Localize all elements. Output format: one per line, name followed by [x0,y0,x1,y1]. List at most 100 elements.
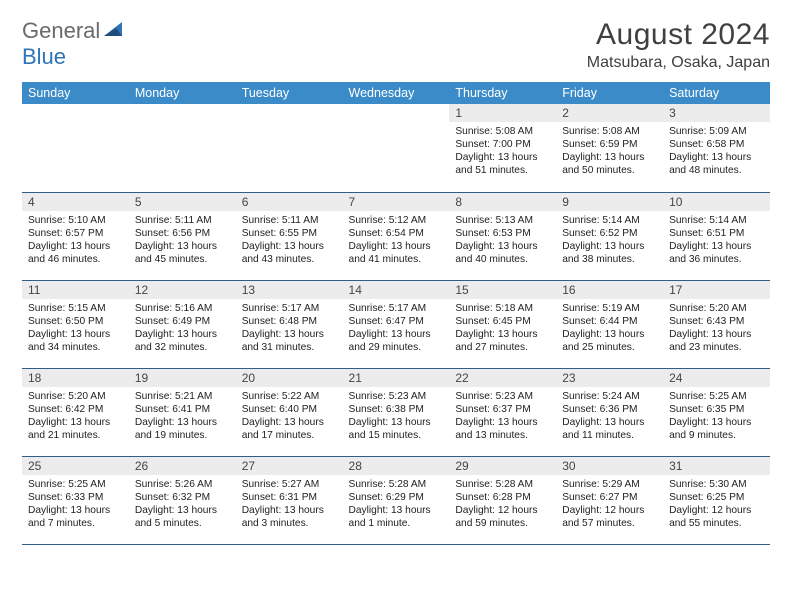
sunrise-text: Sunrise: 5:17 AM [349,302,444,315]
calendar-cell: 2Sunrise: 5:08 AMSunset: 6:59 PMDaylight… [556,104,663,192]
day-number [343,104,450,122]
daylight-text: Daylight: 13 hours and 36 minutes. [669,240,764,266]
sunrise-text: Sunrise: 5:26 AM [135,478,230,491]
sail-icon [102,18,124,43]
day-number: 26 [129,457,236,475]
sunrise-text: Sunrise: 5:21 AM [135,390,230,403]
calendar-cell: 8Sunrise: 5:13 AMSunset: 6:53 PMDaylight… [449,192,556,280]
sunrise-text: Sunrise: 5:18 AM [455,302,550,315]
title-block: August 2024 Matsubara, Osaka, Japan [587,18,770,72]
sunrise-text: Sunrise: 5:29 AM [562,478,657,491]
sunrise-text: Sunrise: 5:28 AM [455,478,550,491]
sunset-text: Sunset: 6:38 PM [349,403,444,416]
day-details: Sunrise: 5:20 AMSunset: 6:42 PMDaylight:… [22,387,129,446]
calendar-cell: 20Sunrise: 5:22 AMSunset: 6:40 PMDayligh… [236,368,343,456]
day-header: Tuesday [236,82,343,104]
header: General Blue August 2024 Matsubara, Osak… [22,18,770,72]
sunrise-text: Sunrise: 5:20 AM [28,390,123,403]
calendar-cell: 29Sunrise: 5:28 AMSunset: 6:28 PMDayligh… [449,456,556,544]
calendar-cell: 26Sunrise: 5:26 AMSunset: 6:32 PMDayligh… [129,456,236,544]
daylight-text: Daylight: 13 hours and 50 minutes. [562,151,657,177]
sunset-text: Sunset: 6:59 PM [562,138,657,151]
day-details: Sunrise: 5:09 AMSunset: 6:58 PMDaylight:… [663,122,770,181]
day-details: Sunrise: 5:13 AMSunset: 6:53 PMDaylight:… [449,211,556,270]
sunrise-text: Sunrise: 5:15 AM [28,302,123,315]
calendar-cell [129,104,236,192]
daylight-text: Daylight: 13 hours and 13 minutes. [455,416,550,442]
day-number: 18 [22,369,129,387]
sunset-text: Sunset: 6:35 PM [669,403,764,416]
day-number: 28 [343,457,450,475]
day-details: Sunrise: 5:11 AMSunset: 6:55 PMDaylight:… [236,211,343,270]
daylight-text: Daylight: 13 hours and 21 minutes. [28,416,123,442]
day-number: 3 [663,104,770,122]
sunset-text: Sunset: 6:50 PM [28,315,123,328]
sunset-text: Sunset: 6:45 PM [455,315,550,328]
day-number: 14 [343,281,450,299]
sunrise-text: Sunrise: 5:23 AM [455,390,550,403]
day-number: 8 [449,193,556,211]
daylight-text: Daylight: 13 hours and 31 minutes. [242,328,337,354]
day-details: Sunrise: 5:28 AMSunset: 6:29 PMDaylight:… [343,475,450,534]
day-number: 11 [22,281,129,299]
day-details: Sunrise: 5:24 AMSunset: 6:36 PMDaylight:… [556,387,663,446]
day-number: 4 [22,193,129,211]
sunset-text: Sunset: 7:00 PM [455,138,550,151]
sunrise-text: Sunrise: 5:17 AM [242,302,337,315]
sunset-text: Sunset: 6:55 PM [242,227,337,240]
sunset-text: Sunset: 6:33 PM [28,491,123,504]
calendar-cell: 1Sunrise: 5:08 AMSunset: 7:00 PMDaylight… [449,104,556,192]
daylight-text: Daylight: 12 hours and 55 minutes. [669,504,764,530]
day-number: 12 [129,281,236,299]
sunset-text: Sunset: 6:36 PM [562,403,657,416]
day-number [22,104,129,122]
daylight-text: Daylight: 13 hours and 17 minutes. [242,416,337,442]
calendar-week: 18Sunrise: 5:20 AMSunset: 6:42 PMDayligh… [22,368,770,456]
day-details: Sunrise: 5:17 AMSunset: 6:47 PMDaylight:… [343,299,450,358]
daylight-text: Daylight: 13 hours and 27 minutes. [455,328,550,354]
sunrise-text: Sunrise: 5:11 AM [242,214,337,227]
day-number: 5 [129,193,236,211]
calendar-cell: 17Sunrise: 5:20 AMSunset: 6:43 PMDayligh… [663,280,770,368]
sunset-text: Sunset: 6:37 PM [455,403,550,416]
sunset-text: Sunset: 6:43 PM [669,315,764,328]
calendar-cell: 9Sunrise: 5:14 AMSunset: 6:52 PMDaylight… [556,192,663,280]
day-details: Sunrise: 5:25 AMSunset: 6:33 PMDaylight:… [22,475,129,534]
day-number: 22 [449,369,556,387]
sunset-text: Sunset: 6:42 PM [28,403,123,416]
calendar-cell: 30Sunrise: 5:29 AMSunset: 6:27 PMDayligh… [556,456,663,544]
calendar-cell: 12Sunrise: 5:16 AMSunset: 6:49 PMDayligh… [129,280,236,368]
daylight-text: Daylight: 13 hours and 41 minutes. [349,240,444,266]
day-details: Sunrise: 5:16 AMSunset: 6:49 PMDaylight:… [129,299,236,358]
sunrise-text: Sunrise: 5:20 AM [669,302,764,315]
sunset-text: Sunset: 6:32 PM [135,491,230,504]
daylight-text: Daylight: 13 hours and 25 minutes. [562,328,657,354]
calendar-cell [22,104,129,192]
day-header: Thursday [449,82,556,104]
day-number: 31 [663,457,770,475]
daylight-text: Daylight: 13 hours and 34 minutes. [28,328,123,354]
day-number: 7 [343,193,450,211]
sunrise-text: Sunrise: 5:16 AM [135,302,230,315]
daylight-text: Daylight: 13 hours and 40 minutes. [455,240,550,266]
calendar-cell [343,104,450,192]
daylight-text: Daylight: 12 hours and 57 minutes. [562,504,657,530]
day-details: Sunrise: 5:21 AMSunset: 6:41 PMDaylight:… [129,387,236,446]
sunset-text: Sunset: 6:51 PM [669,227,764,240]
sunrise-text: Sunrise: 5:28 AM [349,478,444,491]
calendar-table: SundayMondayTuesdayWednesdayThursdayFrid… [22,82,770,545]
calendar-week: 11Sunrise: 5:15 AMSunset: 6:50 PMDayligh… [22,280,770,368]
sunrise-text: Sunrise: 5:13 AM [455,214,550,227]
calendar-cell: 24Sunrise: 5:25 AMSunset: 6:35 PMDayligh… [663,368,770,456]
sunset-text: Sunset: 6:31 PM [242,491,337,504]
day-details: Sunrise: 5:08 AMSunset: 7:00 PMDaylight:… [449,122,556,181]
calendar-cell: 19Sunrise: 5:21 AMSunset: 6:41 PMDayligh… [129,368,236,456]
sunset-text: Sunset: 6:57 PM [28,227,123,240]
sunrise-text: Sunrise: 5:23 AM [349,390,444,403]
day-number: 9 [556,193,663,211]
daylight-text: Daylight: 13 hours and 43 minutes. [242,240,337,266]
calendar-cell: 11 Sunrise: 5:15 AMSunset: 6:50 PMDayligh… [22,280,129,368]
day-header: Wednesday [343,82,450,104]
calendar-head: SundayMondayTuesdayWednesdayThursdayFrid… [22,82,770,104]
day-details: Sunrise: 5:14 AMSunset: 6:52 PMDaylight:… [556,211,663,270]
